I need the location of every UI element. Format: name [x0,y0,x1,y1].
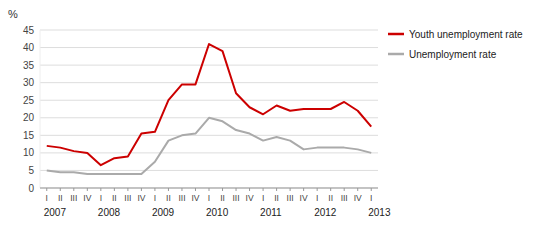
y-tick-label: 30 [23,77,35,88]
x-tick-label: IV [191,193,199,203]
year-label: 2008 [98,207,121,218]
x-tick-label: III [341,193,348,203]
y-tick-label: 20 [23,112,35,123]
x-tick [249,188,250,191]
x-tick-label: I [262,193,264,203]
y-tick-label: 40 [23,42,35,53]
x-tick-label: III [178,193,185,203]
x-tick-label: III [287,193,294,203]
x-tick-label: IV [354,193,362,203]
x-tick [290,188,291,191]
x-tick [236,188,237,191]
grid-line [40,100,378,101]
x-tick-label: I [46,193,48,203]
x-tick-label: III [232,193,239,203]
x-tick-label: I [154,193,156,203]
y-tick-label: 35 [23,60,35,71]
x-tick-label: I [370,193,372,203]
x-tick-label: II [112,193,117,203]
x-tick [181,188,182,191]
x-tick [46,188,47,191]
y-tick-label: 10 [23,147,35,158]
x-tick-label: IV [83,193,91,203]
x-tick-label: II [220,193,225,203]
y-tick-label: 45 [23,25,35,36]
x-tick [209,188,210,191]
legend-label: Youth unemployment rate [409,29,523,40]
x-tick-label: II [274,193,279,203]
series-line [47,118,371,174]
x-tick [371,188,372,191]
x-tick-label: II [166,193,171,203]
x-tick [344,188,345,191]
x-tick [303,188,304,191]
x-tick [154,188,155,191]
y-tick-label: 15 [23,130,35,141]
y-axis-line [40,30,41,188]
legend-swatch [388,53,404,56]
x-tick-label: II [328,193,333,203]
x-tick [222,188,223,191]
year-label: 2010 [206,207,229,218]
x-tick-label: I [100,193,102,203]
grid-line [40,65,378,66]
y-tick-label: 5 [28,165,34,176]
x-tick [357,188,358,191]
y-axis-label: % [8,8,18,20]
x-tick-label: III [70,193,77,203]
x-tick-label: IV [137,193,145,203]
grid-line [40,152,378,153]
x-tick [100,188,101,191]
x-tick [263,188,264,191]
grid-line [40,170,378,171]
x-tick-label: III [124,193,131,203]
grid-line [40,47,378,48]
y-tick-label: 25 [23,95,35,106]
x-tick-label: I [316,193,318,203]
x-tick-label: II [58,193,63,203]
grid-line [40,82,378,83]
x-tick [276,188,277,191]
grid-line [40,30,378,31]
x-tick [317,188,318,191]
year-label: 2013 [368,207,391,218]
year-label: 2007 [44,207,67,218]
x-tick [141,188,142,191]
x-tick [114,188,115,191]
year-label: 2009 [152,207,175,218]
x-tick [60,188,61,191]
x-tick-label: IV [300,193,308,203]
year-label: 2011 [260,207,282,218]
x-tick-label: I [208,193,210,203]
x-tick [87,188,88,191]
plot-area [47,44,371,174]
grid-line [40,135,378,136]
y-tick-label: 0 [28,183,34,194]
x-tick [168,188,169,191]
legend-swatch [388,33,404,36]
x-tick-label: IV [246,193,254,203]
year-label: 2012 [314,207,337,218]
legend-label: Unemployment rate [409,49,497,60]
x-tick [73,188,74,191]
chart: %051015202530354045IIIIIIIVIIIIIIIVIIIII… [0,0,556,243]
x-tick [195,188,196,191]
x-tick [127,188,128,191]
x-tick [330,188,331,191]
